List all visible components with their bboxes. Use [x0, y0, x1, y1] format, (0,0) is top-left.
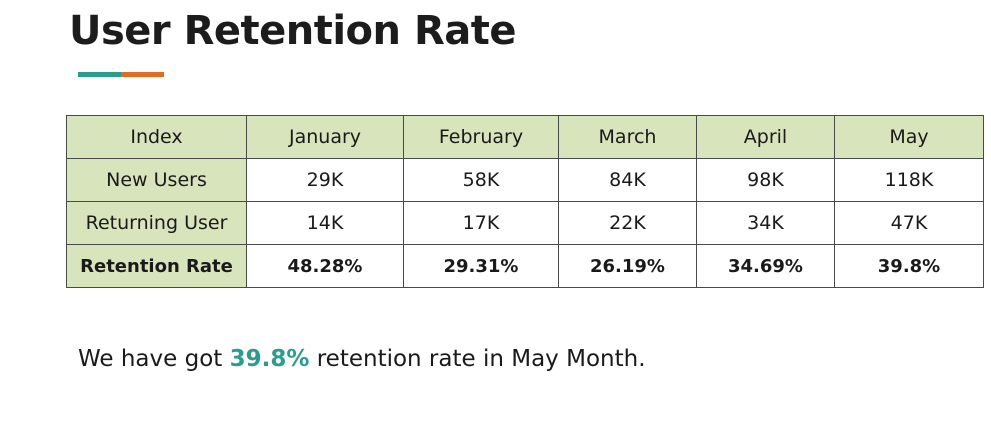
summary-highlight-value: 39.8% [229, 346, 310, 372]
row-label-returning-user: Returning User [66, 201, 247, 245]
header-cell-may: May [834, 115, 984, 159]
table-row-returning-user: Returning User 14K 17K 22K 34K 47K [66, 201, 984, 245]
table-cell: 26.19% [558, 244, 697, 288]
row-label-new-users: New Users [66, 158, 247, 202]
table-cell: 29K [246, 158, 404, 202]
table-cell: 58K [403, 158, 559, 202]
table-cell: 84K [558, 158, 697, 202]
summary-prefix: We have got [78, 346, 230, 372]
table-cell: 98K [696, 158, 835, 202]
table-cell: 39.8% [834, 244, 984, 288]
table-row-retention-rate: Retention Rate 48.28% 29.31% 26.19% 34.6… [66, 244, 984, 288]
table-cell: 34K [696, 201, 835, 245]
summary-suffix: retention rate in May Month. [309, 346, 646, 372]
accent-segment-orange [121, 72, 164, 77]
header-cell-april: April [696, 115, 835, 159]
table-cell: 14K [246, 201, 404, 245]
page-title: User Retention Rate [69, 8, 516, 54]
table-cell: 118K [834, 158, 984, 202]
header-cell-march: March [558, 115, 697, 159]
header-cell-february: February [403, 115, 559, 159]
table-cell: 22K [558, 201, 697, 245]
header-cell-index: Index [66, 115, 247, 159]
header-cell-january: January [246, 115, 404, 159]
row-label-retention-rate: Retention Rate [66, 244, 247, 288]
title-accent-underline [78, 72, 164, 77]
retention-table: Index January February March April May N… [66, 115, 984, 288]
table-row-new-users: New Users 29K 58K 84K 98K 118K [66, 158, 984, 202]
table-cell: 48.28% [246, 244, 404, 288]
accent-segment-teal [78, 72, 121, 77]
table-header-row: Index January February March April May [66, 115, 984, 159]
table-cell: 47K [834, 201, 984, 245]
table-cell: 17K [403, 201, 559, 245]
summary-sentence: We have got 39.8% retention rate in May … [78, 346, 646, 372]
table-cell: 34.69% [696, 244, 835, 288]
table-cell: 29.31% [403, 244, 559, 288]
